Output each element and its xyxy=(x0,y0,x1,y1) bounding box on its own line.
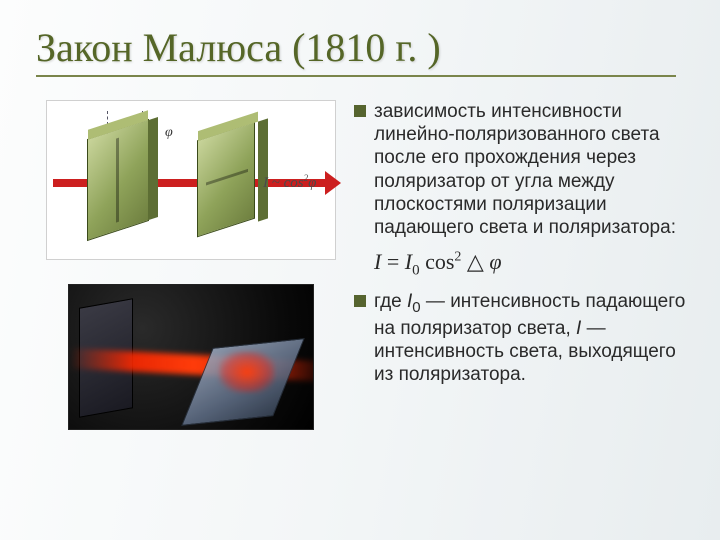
polarization-slit-vertical xyxy=(116,138,119,223)
slide-title: Закон Малюса (1810 г. ) xyxy=(36,25,441,70)
laser-render-diagram xyxy=(68,284,314,430)
bullet-square-icon xyxy=(354,105,366,117)
bullet-square-icon xyxy=(354,295,366,307)
polarizer-plate-1 xyxy=(87,119,149,241)
angle-phi-label: φ xyxy=(165,125,173,141)
content-area: φ I ~ cos2φ зависимость интенсивности ли… xyxy=(36,100,686,430)
polarizer-schematic-diagram: φ I ~ cos2φ xyxy=(46,100,336,260)
bullet-text-2: где I0 — интенсивность падающего на поля… xyxy=(374,290,686,387)
arrowhead-icon xyxy=(325,171,341,195)
slide-title-container: Закон Малюса (1810 г. ) xyxy=(36,24,676,77)
polarizer-plate-2 xyxy=(197,122,255,238)
intensity-relation-label: I ~ cos2φ xyxy=(263,173,316,192)
laser-glow xyxy=(219,351,275,393)
text-column: зависимость интенсивности линейно-поляри… xyxy=(346,100,686,430)
bullet-text-1: зависимость интенсивности линейно-поляри… xyxy=(374,100,686,239)
bullet-item-2: где I0 — интенсивность падающего на поля… xyxy=(354,290,686,387)
diagrams-column: φ I ~ cos2φ xyxy=(36,100,346,430)
bullet-item-1: зависимость интенсивности линейно-поляри… xyxy=(354,100,686,239)
malus-formula: I = I0 cos2 △ φ xyxy=(354,249,686,280)
